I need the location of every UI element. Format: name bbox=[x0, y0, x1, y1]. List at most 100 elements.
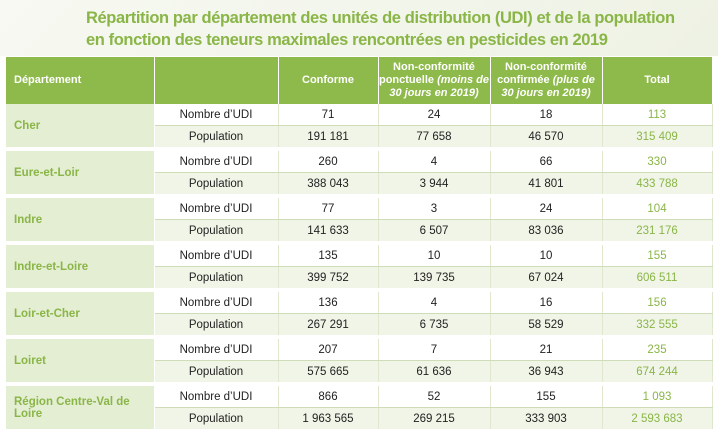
confirmee-cell: 155 bbox=[490, 384, 603, 408]
department-name: Eure-et-Loir bbox=[6, 149, 155, 198]
conforme-cell: 136 bbox=[278, 290, 379, 314]
total-cell: 674 244 bbox=[602, 360, 713, 386]
ponctuelle-cell: 77 658 bbox=[378, 125, 491, 151]
header-row-label bbox=[154, 57, 279, 104]
department-name: Région Centre-Val de Loire bbox=[6, 384, 155, 433]
ponctuelle-cell: 52 bbox=[378, 384, 491, 408]
header-department: Département bbox=[6, 57, 155, 104]
conforme-cell: 267 291 bbox=[278, 313, 379, 339]
udi-population-table: Département Conforme Non-conformité ponc… bbox=[6, 57, 713, 433]
confirmee-cell: 10 bbox=[490, 243, 603, 267]
row-label-population: Population bbox=[154, 360, 279, 386]
table-row-population: Population 575 665 61 636 36 943 674 244 bbox=[6, 360, 713, 386]
conforme-cell: 388 043 bbox=[278, 172, 379, 198]
confirmee-cell: 66 bbox=[490, 149, 603, 173]
total-cell: 1 093 bbox=[602, 384, 713, 408]
department-name: Indre-et-Loire bbox=[6, 243, 155, 292]
table-body: Cher Nombre d’UDI 71 24 18 113 Population 191 1… bbox=[6, 104, 713, 433]
confirmee-cell: 333 903 bbox=[490, 407, 603, 433]
ponctuelle-cell: 4 bbox=[378, 149, 491, 173]
ponctuelle-cell: 24 bbox=[378, 104, 491, 126]
confirmee-cell: 46 570 bbox=[490, 125, 603, 151]
row-label-udi: Nombre d’UDI bbox=[154, 104, 279, 126]
table-header-row: Département Conforme Non-conformité ponc… bbox=[6, 57, 713, 104]
conforme-cell: 71 bbox=[278, 104, 379, 126]
conforme-cell: 866 bbox=[278, 384, 379, 408]
total-cell: 235 bbox=[602, 337, 713, 361]
confirmee-cell: 58 529 bbox=[490, 313, 603, 339]
department-name: Indre bbox=[6, 196, 155, 245]
conforme-cell: 191 181 bbox=[278, 125, 379, 151]
row-label-population: Population bbox=[154, 219, 279, 245]
confirmee-cell: 83 036 bbox=[490, 219, 603, 245]
confirmee-cell: 41 801 bbox=[490, 172, 603, 198]
table-row-udi: Indre Nombre d’UDI 77 3 24 104 bbox=[6, 196, 713, 245]
title-band: Répartition par département des unités d… bbox=[0, 0, 718, 56]
total-cell: 330 bbox=[602, 149, 713, 173]
confirmee-cell: 67 024 bbox=[490, 266, 603, 292]
table-row-udi: Loir-et-Cher Nombre d’UDI 136 4 16 156 bbox=[6, 290, 713, 339]
ponctuelle-cell: 3 944 bbox=[378, 172, 491, 198]
table-row-population: Population 399 752 139 735 67 024 606 511 bbox=[6, 266, 713, 292]
header-non-conformite-ponctuelle: Non-conformité ponctuelle (moins de 30 j… bbox=[378, 57, 491, 104]
total-cell: 315 409 bbox=[602, 125, 713, 151]
department-name: Cher bbox=[6, 104, 155, 151]
confirmee-cell: 21 bbox=[490, 337, 603, 361]
conforme-cell: 1 963 565 bbox=[278, 407, 379, 433]
total-cell: 155 bbox=[602, 243, 713, 267]
total-cell: 156 bbox=[602, 290, 713, 314]
row-label-udi: Nombre d’UDI bbox=[154, 196, 279, 220]
ponctuelle-cell: 10 bbox=[378, 243, 491, 267]
header-conforme: Conforme bbox=[278, 57, 379, 104]
ponctuelle-cell: 139 735 bbox=[378, 266, 491, 292]
row-label-population: Population bbox=[154, 266, 279, 292]
total-cell: 2 593 683 bbox=[602, 407, 713, 433]
figure-title-line-2: en fonction des teneurs maximales rencon… bbox=[86, 31, 608, 49]
table-row-population: Population 267 291 6 735 58 529 332 555 bbox=[6, 313, 713, 339]
table-row-udi: Eure-et-Loir Nombre d’UDI 260 4 66 330 bbox=[6, 149, 713, 198]
row-label-population: Population bbox=[154, 407, 279, 433]
table-row-population: Population 141 633 6 507 83 036 231 176 bbox=[6, 219, 713, 245]
ponctuelle-cell: 6 507 bbox=[378, 219, 491, 245]
total-cell: 113 bbox=[602, 104, 713, 126]
table-row-population: Population 388 043 3 944 41 801 433 788 bbox=[6, 172, 713, 198]
ponctuelle-cell: 4 bbox=[378, 290, 491, 314]
header-confirmee-note: (plus de 30 jours en 2019) bbox=[501, 74, 595, 99]
table-row-udi: Indre-et-Loire Nombre d’UDI 135 10 10 155 bbox=[6, 243, 713, 292]
row-label-population: Population bbox=[154, 313, 279, 339]
confirmee-cell: 18 bbox=[490, 104, 603, 126]
total-cell: 433 788 bbox=[602, 172, 713, 198]
header-ponctuelle-note: (moins de 30 jours en 2019) bbox=[389, 74, 490, 99]
figure-title-line-1: Répartition par département des unités d… bbox=[86, 9, 675, 27]
header-confirmee-main: Non-conformité confirmée bbox=[497, 61, 587, 86]
conforme-cell: 141 633 bbox=[278, 219, 379, 245]
ponctuelle-cell: 269 215 bbox=[378, 407, 491, 433]
row-label-population: Population bbox=[154, 172, 279, 198]
conforme-cell: 575 665 bbox=[278, 360, 379, 386]
row-label-population: Population bbox=[154, 125, 279, 151]
header-ponctuelle-main: Non-conformité ponctuelle bbox=[378, 61, 475, 86]
row-label-udi: Nombre d’UDI bbox=[154, 337, 279, 361]
ponctuelle-cell: 6 735 bbox=[378, 313, 491, 339]
table-row-population: Population 191 181 77 658 46 570 315 409 bbox=[6, 125, 713, 151]
row-label-udi: Nombre d’UDI bbox=[154, 243, 279, 267]
confirmee-cell: 16 bbox=[490, 290, 603, 314]
row-label-udi: Nombre d’UDI bbox=[154, 384, 279, 408]
total-cell: 606 511 bbox=[602, 266, 713, 292]
conforme-cell: 207 bbox=[278, 337, 379, 361]
confirmee-cell: 24 bbox=[490, 196, 603, 220]
conforme-cell: 399 752 bbox=[278, 266, 379, 292]
row-label-udi: Nombre d’UDI bbox=[154, 149, 279, 173]
table-row-udi: Région Centre-Val de Loire Nombre d’UDI 86… bbox=[6, 384, 713, 433]
conforme-cell: 135 bbox=[278, 243, 379, 267]
table-row-udi: Cher Nombre d’UDI 71 24 18 113 bbox=[6, 104, 713, 151]
header-total: Total bbox=[602, 57, 713, 104]
table-row-udi: Loiret Nombre d’UDI 207 7 21 235 bbox=[6, 337, 713, 386]
row-label-udi: Nombre d’UDI bbox=[154, 290, 279, 314]
header-non-conformite-confirmee: Non-conformité confirmée (plus de 30 jou… bbox=[490, 57, 603, 104]
department-name: Loiret bbox=[6, 337, 155, 386]
total-cell: 332 555 bbox=[602, 313, 713, 339]
ponctuelle-cell: 3 bbox=[378, 196, 491, 220]
total-cell: 104 bbox=[602, 196, 713, 220]
department-name: Loir-et-Cher bbox=[6, 290, 155, 339]
